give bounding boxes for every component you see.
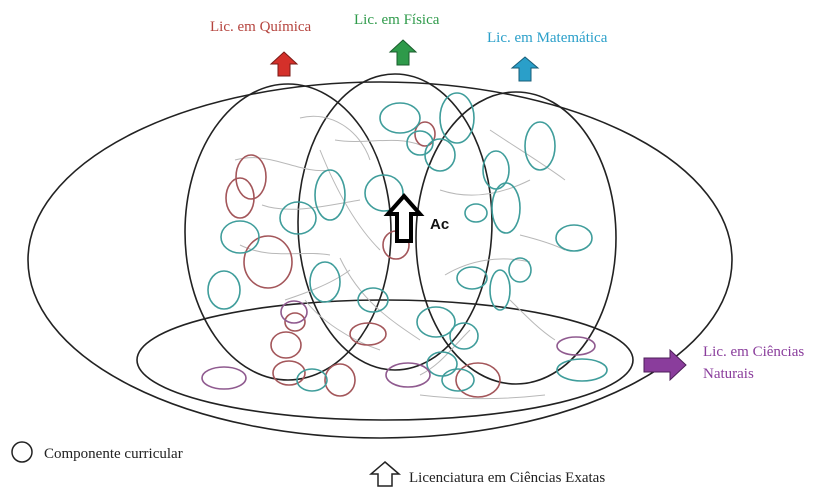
arrow-up-icon-matematica (510, 56, 540, 82)
component-circle (225, 177, 255, 219)
component-circle (406, 130, 434, 156)
component-circle (508, 257, 532, 283)
label-fisica: Lic. em Física (354, 12, 440, 28)
component-circle (489, 269, 511, 311)
component-circle (243, 235, 293, 289)
component-circle (235, 154, 267, 200)
component-circle (416, 306, 456, 338)
component-circle (280, 300, 308, 324)
component-circle (270, 331, 302, 359)
component-circle (439, 92, 475, 144)
component-circle (309, 261, 341, 303)
component-circle (456, 266, 488, 290)
component-circle (220, 220, 260, 254)
label-ciencias-naturais-line1: Lic. em Ciências (703, 344, 804, 360)
component-circle (324, 363, 356, 397)
component-circle (441, 368, 475, 392)
component-circle (364, 174, 404, 212)
arrow-up-icon-fisica (388, 39, 418, 66)
legend-componente-label: Componente curricular (44, 446, 183, 462)
ac-label: Ac (430, 216, 449, 233)
component-circle (207, 270, 241, 310)
arrow-up-outline-icon (368, 461, 402, 487)
component-circle (272, 360, 306, 386)
arrow-right-icon-ciencias-naturais (643, 348, 687, 382)
component-circle (414, 121, 436, 147)
label-ciencias-naturais-line2: Naturais (703, 366, 754, 382)
component-circle (424, 138, 456, 172)
component-circle (379, 102, 421, 134)
component-circle (284, 312, 306, 332)
component-circle (385, 362, 431, 388)
flow-lines (234, 115, 566, 400)
label-quimica: Lic. em Química (210, 19, 312, 35)
component-circle (556, 336, 596, 356)
component-circle (524, 121, 556, 171)
ellipse-fisica (297, 73, 493, 371)
ellipse-ciencias-naturais (136, 299, 634, 421)
component-circle (279, 201, 317, 235)
legend: Componente curricular Licenciatura em Ci… (11, 441, 605, 487)
legend-licenciatura-label: Licenciatura em Ciências Exatas (409, 470, 605, 486)
component-circle (349, 322, 387, 346)
component-circle (455, 362, 501, 398)
ellipse-matematica (415, 91, 617, 385)
component-circle (464, 203, 488, 223)
outer-ellipse-ciencias-exatas (27, 81, 733, 439)
component-circle (491, 182, 521, 234)
component-circle (449, 322, 479, 350)
components-naturais (201, 300, 596, 390)
component-circle (555, 224, 593, 252)
component-circle (426, 351, 458, 377)
arrow-up-icon-quimica (269, 51, 299, 77)
component-circle (201, 366, 247, 390)
component-circle (556, 358, 608, 382)
arrow-up-outline-icon-ac (383, 192, 425, 243)
component-circle (296, 368, 328, 392)
component-circle (357, 287, 389, 313)
circle-outline-icon (11, 441, 33, 463)
components-fisica-matematica (207, 92, 608, 392)
component-circle (314, 169, 346, 221)
components-quimica (225, 121, 501, 398)
label-matematica: Lic. em Matemática (487, 30, 608, 46)
